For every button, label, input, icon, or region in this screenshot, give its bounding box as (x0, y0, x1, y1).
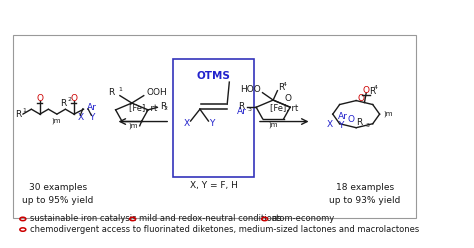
Text: Ar: Ar (237, 107, 246, 116)
Text: 2: 2 (164, 106, 168, 111)
Text: R: R (238, 101, 244, 111)
Text: sustainable iron catalysis: sustainable iron catalysis (30, 215, 136, 223)
Text: HOO: HOO (240, 85, 260, 94)
Text: O: O (347, 115, 354, 124)
Text: OOH: OOH (147, 88, 167, 97)
Text: 2: 2 (68, 97, 72, 102)
Text: R: R (369, 87, 375, 96)
Text: [Fe], rt: [Fe], rt (129, 104, 157, 113)
Text: 1: 1 (118, 87, 122, 92)
Text: R: R (60, 99, 66, 108)
Text: R: R (278, 83, 284, 92)
Text: O: O (358, 94, 365, 103)
Text: O: O (284, 94, 292, 103)
Text: 3: 3 (365, 123, 370, 128)
Text: Ar: Ar (338, 112, 348, 121)
Text: Y: Y (338, 122, 343, 130)
Text: 4: 4 (282, 82, 286, 87)
Text: )m: )m (268, 121, 278, 128)
Text: [Fe], rt: [Fe], rt (270, 104, 298, 113)
Text: )m: )m (51, 117, 61, 124)
Text: X, Y = F, H: X, Y = F, H (190, 181, 237, 190)
Text: 18 examples
up to 93% yield: 18 examples up to 93% yield (329, 183, 401, 205)
Text: X: X (184, 120, 190, 128)
Text: )m: )m (128, 123, 137, 129)
Text: Y: Y (209, 120, 215, 128)
Text: X: X (326, 120, 332, 129)
Text: O: O (71, 94, 77, 103)
Text: R: R (109, 88, 115, 97)
Text: X: X (77, 113, 83, 122)
Text: 1: 1 (22, 108, 26, 113)
Text: )m: )m (383, 111, 392, 117)
Text: R: R (160, 102, 166, 111)
Text: R: R (15, 110, 21, 119)
Text: 3: 3 (247, 107, 251, 112)
Text: mild and redox-neutral conditions: mild and redox-neutral conditions (139, 215, 282, 223)
Bar (173, 59, 254, 177)
Bar (13, 35, 416, 218)
Text: 30 examples
up to 95% yield: 30 examples up to 95% yield (22, 183, 94, 205)
Text: O: O (36, 94, 43, 103)
Text: Y: Y (89, 113, 94, 122)
Text: chemodivergent access to fluorinated diketones, medium-sized lactones and macrol: chemodivergent access to fluorinated dik… (30, 225, 419, 234)
Text: OTMS: OTMS (197, 71, 230, 81)
Text: 4: 4 (374, 85, 377, 90)
Text: R: R (356, 118, 362, 127)
Text: O: O (363, 86, 370, 95)
Text: atom-economy: atom-economy (272, 215, 335, 223)
Text: Ar: Ar (87, 103, 97, 113)
